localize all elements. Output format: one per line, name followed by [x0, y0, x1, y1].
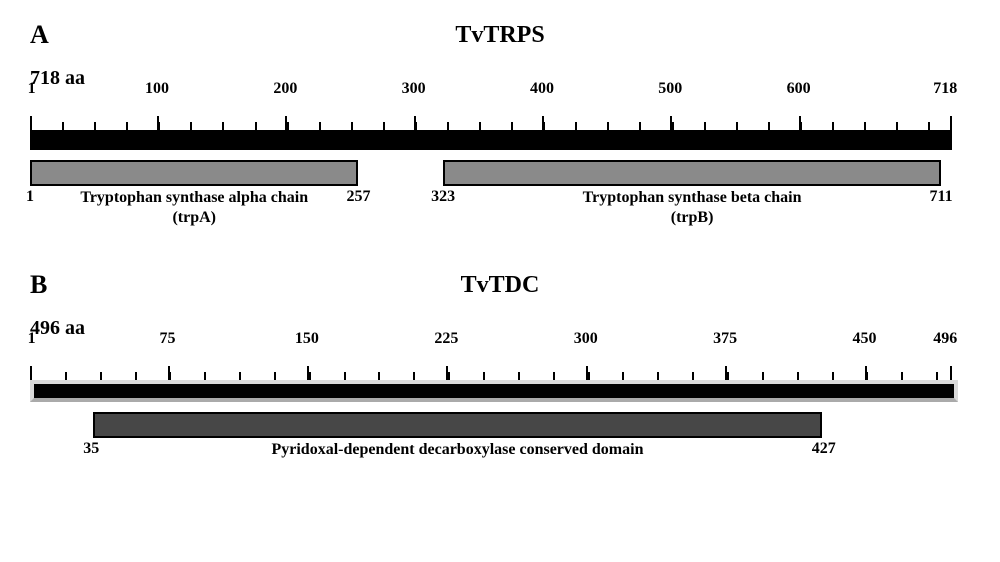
ruler-tick-minor — [62, 122, 64, 130]
ruler-tick-minor — [768, 122, 770, 130]
ruler-tick-major — [168, 366, 170, 380]
ruler-tick-minor — [169, 372, 171, 380]
ruler-tick-label: 75 — [160, 330, 176, 348]
ruler-tick-minor — [383, 122, 385, 130]
ruler-tick-minor — [344, 372, 346, 380]
ruler-tick-minor — [762, 372, 764, 380]
ruler-tick-major — [865, 366, 867, 380]
ruler-tick-minor — [204, 372, 206, 380]
ruler-tick-minor — [607, 122, 609, 130]
ruler-tick-minor — [518, 372, 520, 380]
ruler-tick-minor — [100, 372, 102, 380]
ruler-tick-major — [414, 116, 416, 130]
ruler-tick-label: 225 — [434, 330, 458, 348]
ruler-tick-minor — [351, 122, 353, 130]
ruler-tick-label: 200 — [273, 80, 297, 98]
ruler-tick-minor — [864, 122, 866, 130]
ruler-tick-minor — [704, 122, 706, 130]
ruler-tick-minor — [65, 372, 67, 380]
ruler-tick-label: 1 — [28, 330, 36, 348]
ruler-tick-major — [542, 116, 544, 130]
panel-a-title: TvTRPS — [30, 22, 970, 49]
ruler-tick-minor — [319, 122, 321, 130]
ruler-tick-minor — [622, 372, 624, 380]
ruler-tick-minor — [447, 122, 449, 130]
ruler-tick-label: 496 — [933, 330, 957, 348]
ruler-tick-major — [799, 116, 801, 130]
ruler-tick-minor — [126, 122, 128, 130]
panel-b-title: TvTDC — [30, 272, 970, 299]
ruler-tick-label: 100 — [145, 80, 169, 98]
panel-a: A TvTRPS 718 aa 1100200300400500600718 1… — [30, 20, 970, 190]
ruler-tick-minor — [866, 372, 868, 380]
ruler-tick-label: 300 — [402, 80, 426, 98]
ruler-tick-major — [586, 366, 588, 380]
ruler-tick-minor — [479, 122, 481, 130]
ruler-tick-minor — [274, 372, 276, 380]
ruler-tick-minor — [190, 122, 192, 130]
ruler-tick-minor — [797, 372, 799, 380]
ruler-tick-label: 718 — [933, 80, 957, 98]
ruler-tick-minor — [448, 372, 450, 380]
ruler-tick-minor — [832, 372, 834, 380]
ruler-tick-label: 1 — [28, 80, 36, 98]
panel-b-scale-bar — [30, 380, 958, 402]
ruler-tick-major — [30, 366, 32, 380]
panel-b-domains: 35427Pyridoxal-dependent decarboxylase c… — [30, 412, 950, 442]
ruler-tick-major — [307, 366, 309, 380]
ruler-tick-major — [285, 116, 287, 130]
ruler-tick-minor — [135, 372, 137, 380]
panel-a-domains: 1257Tryptophan synthase alpha chain(trpA… — [30, 160, 950, 190]
ruler-tick-minor — [255, 122, 257, 130]
ruler-tick-major — [30, 116, 32, 130]
ruler-tick-major — [725, 366, 727, 380]
ruler-tick-minor — [727, 372, 729, 380]
ruler-tick-label: 150 — [295, 330, 319, 348]
panel-a-scale-bar — [30, 130, 952, 150]
ruler-tick-minor — [575, 122, 577, 130]
ruler-tick-minor — [639, 122, 641, 130]
ruler-tick-minor — [309, 372, 311, 380]
ruler-tick-minor — [928, 122, 930, 130]
ruler-tick-minor — [94, 122, 96, 130]
ruler-tick-minor — [936, 372, 938, 380]
ruler-tick-minor — [901, 372, 903, 380]
panel-a-ruler: 1100200300400500600718 — [30, 130, 970, 150]
ruler-tick-minor — [483, 372, 485, 380]
ruler-tick-minor — [222, 122, 224, 130]
ruler-tick-label: 500 — [658, 80, 682, 98]
ruler-tick-minor — [736, 122, 738, 130]
ruler-tick-minor — [832, 122, 834, 130]
ruler-tick-minor — [896, 122, 898, 130]
panel-a-aa-count: 718 aa — [30, 67, 970, 90]
ruler-tick-major — [446, 366, 448, 380]
domain-name: Tryptophan synthase beta chain(trpB) — [443, 188, 941, 228]
ruler-tick-minor — [378, 372, 380, 380]
panel-b: B TvTDC 496 aa 175150225300375450496 354… — [30, 270, 970, 442]
ruler-tick-minor — [692, 372, 694, 380]
ruler-tick-minor — [239, 372, 241, 380]
ruler-tick-minor — [553, 372, 555, 380]
ruler-tick-major — [950, 116, 952, 130]
ruler-tick-label: 375 — [713, 330, 737, 348]
ruler-tick-major — [157, 116, 159, 130]
ruler-tick-label: 300 — [574, 330, 598, 348]
domain-box — [93, 412, 822, 438]
domain-box — [30, 160, 358, 186]
domain-name: Tryptophan synthase alpha chain(trpA) — [30, 188, 358, 228]
domain-name: Pyridoxal-dependent decarboxylase conser… — [93, 440, 822, 460]
domain-box — [443, 160, 941, 186]
ruler-tick-minor — [588, 372, 590, 380]
ruler-tick-minor — [657, 372, 659, 380]
ruler-tick-major — [670, 116, 672, 130]
ruler-tick-minor — [511, 122, 513, 130]
ruler-tick-major — [950, 366, 952, 380]
ruler-tick-label: 450 — [853, 330, 877, 348]
ruler-tick-label: 600 — [787, 80, 811, 98]
panel-b-ruler: 175150225300375450496 — [30, 380, 970, 402]
ruler-tick-minor — [413, 372, 415, 380]
ruler-tick-label: 400 — [530, 80, 554, 98]
